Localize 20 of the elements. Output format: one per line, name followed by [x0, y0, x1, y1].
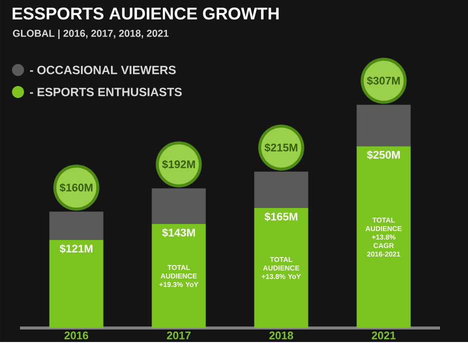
data-label: $143M — [162, 228, 195, 238]
data-label: $250M — [366, 150, 400, 160]
data-label: $165M — [264, 212, 298, 222]
legend-label: - OCCASIONAL VIEWERS — [30, 66, 176, 74]
legend-label: - ESPORTS ENTHUSIASTS — [30, 88, 182, 96]
bar — [254, 208, 308, 328]
data-label: $121M — [60, 244, 92, 254]
chart-subtitle: GLOBAL | 2016, 2017, 2018, 2021 — [12, 30, 168, 40]
total-label: $215M — [264, 143, 298, 152]
x-tick-label: 2016 — [64, 332, 88, 340]
chart-title: ESSPORTS AUDIENCE GROWTH — [12, 8, 279, 20]
bar — [49, 240, 104, 328]
bar — [152, 224, 206, 328]
total-label: $192M — [162, 160, 195, 170]
total-label: $160M — [60, 183, 92, 192]
x-tick-label: 2021 — [372, 332, 396, 340]
x-tick-label: 2018 — [269, 332, 294, 340]
total-label: $307M — [366, 76, 400, 86]
bar — [356, 146, 411, 328]
x-tick-label: 2017 — [166, 332, 191, 340]
